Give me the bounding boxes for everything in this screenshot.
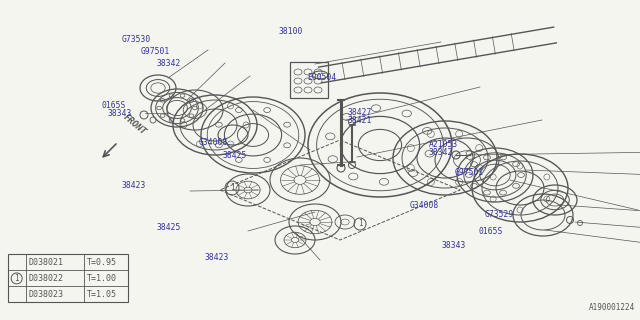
Text: D038023: D038023 bbox=[29, 290, 64, 299]
Text: 38342: 38342 bbox=[157, 60, 181, 68]
Text: 38425: 38425 bbox=[157, 223, 181, 232]
Text: G97501: G97501 bbox=[454, 168, 484, 177]
Text: A190001224: A190001224 bbox=[589, 303, 635, 312]
Text: 38342: 38342 bbox=[429, 148, 453, 157]
Text: 38343: 38343 bbox=[442, 241, 466, 250]
Bar bbox=[8, 254, 128, 302]
Text: D038022: D038022 bbox=[29, 274, 64, 283]
Text: G34008: G34008 bbox=[410, 201, 439, 210]
Text: 0165S: 0165S bbox=[479, 228, 503, 236]
Text: 0165S: 0165S bbox=[101, 101, 125, 110]
Text: A21053: A21053 bbox=[429, 140, 458, 149]
Text: 38100: 38100 bbox=[278, 28, 303, 36]
Text: E00504: E00504 bbox=[307, 73, 337, 82]
Text: 38425: 38425 bbox=[223, 151, 247, 160]
Text: T=1.00: T=1.00 bbox=[86, 274, 116, 283]
Text: 1: 1 bbox=[14, 274, 19, 283]
Text: FRONT: FRONT bbox=[122, 113, 148, 137]
Text: 38343: 38343 bbox=[108, 109, 132, 118]
Text: 1: 1 bbox=[230, 183, 234, 193]
Text: G73530: G73530 bbox=[122, 36, 151, 44]
Text: 38421: 38421 bbox=[348, 116, 372, 125]
Text: G34008: G34008 bbox=[198, 138, 228, 147]
Text: G97501: G97501 bbox=[141, 47, 170, 56]
Text: 38427: 38427 bbox=[348, 108, 372, 117]
Text: G73529: G73529 bbox=[485, 210, 515, 219]
Bar bbox=[290, 62, 328, 98]
Text: T=0.95: T=0.95 bbox=[86, 258, 116, 267]
Text: 1: 1 bbox=[358, 220, 362, 228]
Text: 38423: 38423 bbox=[205, 253, 229, 262]
Text: D038021: D038021 bbox=[29, 258, 64, 267]
Text: 38423: 38423 bbox=[122, 181, 146, 190]
Text: T=1.05: T=1.05 bbox=[86, 290, 116, 299]
